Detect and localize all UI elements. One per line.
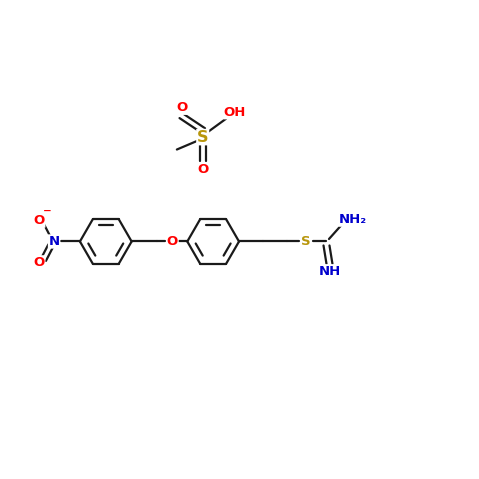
Text: S: S bbox=[197, 130, 208, 145]
Text: O: O bbox=[176, 101, 187, 114]
Text: O: O bbox=[34, 214, 45, 227]
Text: OH: OH bbox=[224, 106, 246, 119]
Text: S: S bbox=[301, 235, 310, 248]
Text: O: O bbox=[167, 235, 178, 248]
Text: O: O bbox=[197, 163, 208, 176]
Text: NH: NH bbox=[319, 265, 341, 278]
Text: N: N bbox=[48, 235, 60, 248]
Text: −: − bbox=[43, 205, 52, 216]
Text: O: O bbox=[34, 256, 45, 269]
Text: NH₂: NH₂ bbox=[339, 213, 367, 226]
